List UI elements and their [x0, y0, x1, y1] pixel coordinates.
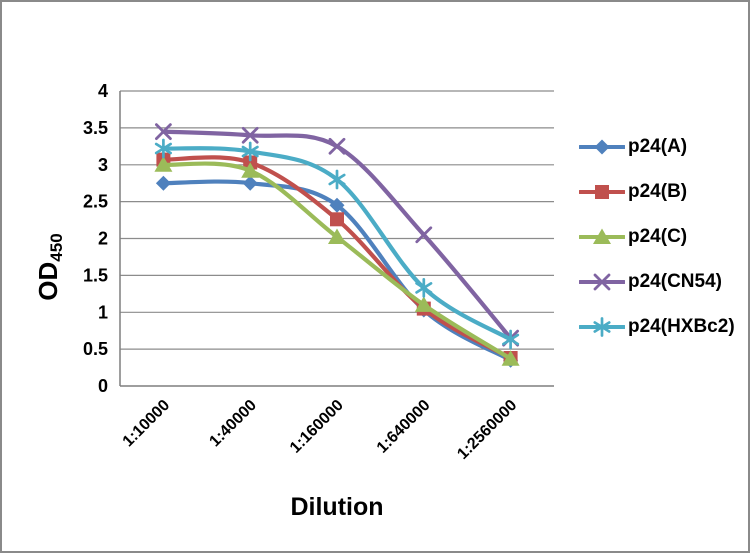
legend: p24(A) p24(B) p24(C) p24(CN54) p24(HXBc2): [579, 136, 735, 362]
x-tick-label: 1:40000: [206, 397, 260, 451]
y-axis-title: OD450: [33, 197, 67, 337]
asterisk-marker-icon: [502, 329, 520, 350]
y-tick-label: 3: [98, 155, 108, 175]
x-legend-marker-icon: [579, 273, 625, 291]
asterisk-marker-icon: [593, 317, 611, 337]
triangle-marker-icon: [328, 228, 346, 244]
series-line: [161, 161, 513, 361]
legend-label: p24(A): [628, 136, 688, 157]
legend-item-p24(C): p24(C): [579, 226, 735, 247]
diamond-marker-icon: [329, 197, 345, 213]
series-p24(HXBc2): [154, 138, 520, 350]
series-p24(CN54): [155, 123, 519, 347]
legend-label: p24(C): [628, 226, 688, 247]
triangle-marker-icon: [154, 156, 173, 172]
x-axis-title: Dilution: [290, 493, 384, 521]
x-marker-icon: [328, 137, 346, 155]
triangle-marker-icon: [241, 162, 260, 178]
legend-label: p24(B): [628, 181, 688, 202]
x-marker-icon: [241, 126, 259, 144]
y-tick-label: 1: [98, 302, 108, 322]
diamond-legend-marker-icon: [579, 139, 625, 155]
legend-item-p24(CN54): p24(CN54): [579, 271, 735, 292]
asterisk-marker-icon: [415, 278, 433, 298]
diamond-marker-icon: [242, 175, 258, 191]
asterisk-marker-icon: [154, 138, 172, 159]
y-tick-label: 1.5: [83, 265, 108, 285]
x-marker-icon: [415, 226, 433, 244]
diamond-marker-icon: [594, 139, 610, 155]
asterisk-marker-icon: [328, 169, 346, 190]
x-axis-tick-labels: 1:10000 1:40000 1:160000 1:640000 1:2560000: [120, 397, 521, 463]
x-marker-icon: [593, 273, 611, 291]
x-tick-label: 1:2560000: [454, 397, 520, 463]
x-tick-label: 1:10000: [120, 397, 174, 451]
series-p24(C): [154, 156, 520, 366]
legend-item-p24(B): p24(B): [579, 181, 735, 202]
asterisk-marker-icon: [241, 141, 259, 162]
x-marker-icon: [155, 123, 172, 140]
series-p24(A): [155, 175, 519, 368]
legend-label: p24(CN54): [628, 271, 722, 292]
legend-item-p24(HXBc2): p24(HXBc2): [579, 316, 735, 337]
square-marker-icon: [330, 212, 344, 227]
y-tick-label: 2: [98, 229, 108, 249]
series-line: [161, 129, 513, 341]
square-legend-marker-icon: [579, 185, 625, 199]
y-axis-title-text: OD: [33, 261, 63, 301]
legend-item-p24(A): p24(A): [579, 136, 735, 157]
axes: [119, 91, 554, 387]
y-tick-label: 2.5: [83, 192, 108, 212]
triangle-marker-icon: [414, 296, 433, 312]
square-marker-icon: [595, 185, 609, 199]
triangle-marker-icon: [501, 350, 520, 366]
triangle-marker-icon: [593, 228, 611, 244]
y-tick-label: 0: [98, 376, 108, 396]
diamond-marker-icon: [155, 175, 171, 191]
y-axis-title-subscript: 450: [47, 233, 66, 262]
x-tick-label: 1:160000: [287, 397, 347, 457]
y-tick-label: 0.5: [83, 339, 108, 359]
y-tick-label: 4: [98, 81, 108, 101]
legend-label: p24(HXBc2): [628, 316, 735, 337]
y-axis-tick-labels: 0 0.5 1 1.5 2 2.5 3 3.5 4: [83, 81, 108, 396]
x-tick-label: 1:640000: [374, 397, 434, 457]
y-tick-label: 3.5: [83, 118, 108, 138]
triangle-legend-marker-icon: [579, 228, 625, 244]
asterisk-legend-marker-icon: [579, 317, 625, 337]
